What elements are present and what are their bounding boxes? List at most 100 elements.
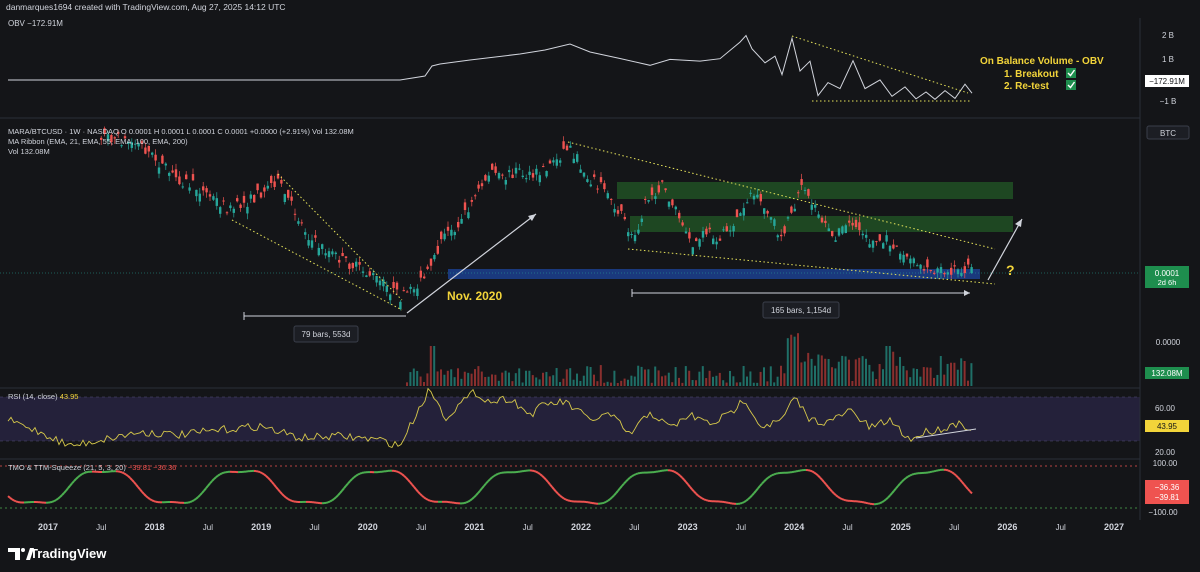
candle bbox=[276, 173, 280, 179]
tmo-segment bbox=[463, 501, 467, 505]
currency-tag-box[interactable] bbox=[1146, 125, 1190, 140]
volume-bar bbox=[749, 371, 752, 386]
tmo-segment bbox=[129, 477, 133, 481]
tmo-segment bbox=[473, 494, 477, 499]
volume-bar bbox=[657, 370, 660, 386]
tmo-segment bbox=[343, 485, 347, 489]
tmo-segment bbox=[11, 498, 15, 502]
currency-tag[interactable]: BTC bbox=[1160, 129, 1176, 138]
tmo-segment bbox=[561, 496, 565, 500]
tmo-segment bbox=[903, 477, 907, 481]
tradingview-logo: TradingView bbox=[8, 546, 107, 561]
tmo-segment bbox=[415, 488, 419, 493]
tmo-segment bbox=[565, 498, 569, 502]
tmo-segment bbox=[887, 494, 891, 499]
tmo-segment bbox=[291, 499, 295, 503]
candle bbox=[548, 160, 552, 164]
candle bbox=[579, 169, 582, 173]
price-panel: 79 bars, 553d 165 bars, 1,154d Nov. 2020… bbox=[0, 125, 1190, 386]
candle bbox=[950, 267, 953, 275]
volume-bar bbox=[793, 336, 796, 386]
tmo-segment bbox=[327, 500, 331, 504]
tmo-segment bbox=[497, 472, 501, 475]
candle bbox=[797, 192, 800, 194]
tmo-segment bbox=[413, 486, 417, 490]
candle bbox=[586, 179, 589, 182]
candle bbox=[287, 189, 290, 198]
candle bbox=[208, 194, 212, 197]
candle bbox=[205, 188, 208, 193]
volume-bar bbox=[419, 376, 422, 386]
candle bbox=[661, 180, 664, 182]
tmo-segment bbox=[193, 497, 197, 502]
candle bbox=[593, 174, 596, 177]
candle bbox=[956, 269, 960, 275]
candle bbox=[525, 178, 528, 180]
tmo-value-tag-1: −36.36 bbox=[1155, 483, 1180, 492]
tmo-segment bbox=[219, 472, 223, 476]
time-axis-label: 2023 bbox=[678, 522, 698, 532]
candle bbox=[344, 256, 348, 258]
tmo-segment bbox=[843, 498, 847, 502]
tmo-segment bbox=[615, 490, 619, 494]
volume-bar bbox=[831, 367, 833, 386]
tmo-segment bbox=[187, 501, 191, 504]
volume-bar bbox=[661, 376, 663, 386]
candle bbox=[229, 205, 232, 209]
candle bbox=[504, 179, 507, 185]
time-axis-label: 2027 bbox=[1104, 522, 1124, 532]
tmo-panel: TMO & TTM-Squeeze (21, 5, 3, 20) −39.81 … bbox=[0, 459, 1189, 517]
tradingview-logo-slash bbox=[26, 548, 34, 560]
candle bbox=[416, 288, 419, 296]
rsi-last-value-tag-box bbox=[1145, 420, 1189, 432]
tmo-segment bbox=[357, 472, 361, 476]
tmo-segment bbox=[345, 482, 349, 487]
candle bbox=[926, 259, 929, 268]
candle bbox=[324, 253, 327, 256]
candle bbox=[293, 213, 297, 215]
tmo-segment bbox=[625, 478, 629, 483]
tmo-segment bbox=[697, 494, 701, 498]
volume-bar bbox=[773, 382, 776, 386]
volume-bar bbox=[603, 382, 606, 386]
tmo-segment bbox=[889, 492, 893, 497]
tmo-segment bbox=[863, 501, 867, 504]
candle bbox=[569, 145, 572, 148]
volume-bar bbox=[596, 381, 599, 386]
volume-bar bbox=[589, 366, 592, 386]
tmo-segment bbox=[757, 485, 761, 490]
tmo-segment bbox=[553, 488, 557, 493]
volume-bar bbox=[705, 378, 708, 386]
candle bbox=[599, 177, 603, 183]
tmo-segment bbox=[681, 476, 685, 481]
volume-bar bbox=[763, 367, 765, 386]
volume-bar bbox=[559, 382, 561, 386]
tmo-segment bbox=[679, 474, 683, 479]
candle bbox=[542, 166, 545, 168]
candle bbox=[807, 189, 810, 196]
volume-bar bbox=[732, 376, 735, 386]
tmo-segment bbox=[81, 472, 85, 475]
volume-bar bbox=[531, 375, 534, 386]
volume-bar bbox=[882, 369, 884, 386]
tmo-segment bbox=[409, 481, 413, 486]
time-axis-label: 2024 bbox=[784, 522, 804, 532]
tmo-segment bbox=[191, 499, 195, 503]
tmo-segment bbox=[551, 486, 555, 490]
volume-bar bbox=[579, 380, 582, 386]
candle bbox=[780, 234, 783, 237]
volume-bar bbox=[739, 382, 742, 386]
candle bbox=[963, 266, 966, 274]
volume-bar bbox=[620, 380, 623, 386]
volume-bar bbox=[477, 366, 480, 386]
volume-bar bbox=[950, 362, 952, 386]
volume-bar bbox=[627, 379, 629, 386]
candle bbox=[749, 192, 752, 194]
tmo-segment bbox=[739, 502, 743, 505]
candle bbox=[814, 204, 817, 208]
tmo-segment bbox=[9, 496, 13, 501]
candle bbox=[681, 222, 684, 226]
candle bbox=[433, 254, 436, 260]
volume-bar bbox=[671, 382, 674, 386]
candle bbox=[256, 183, 259, 191]
